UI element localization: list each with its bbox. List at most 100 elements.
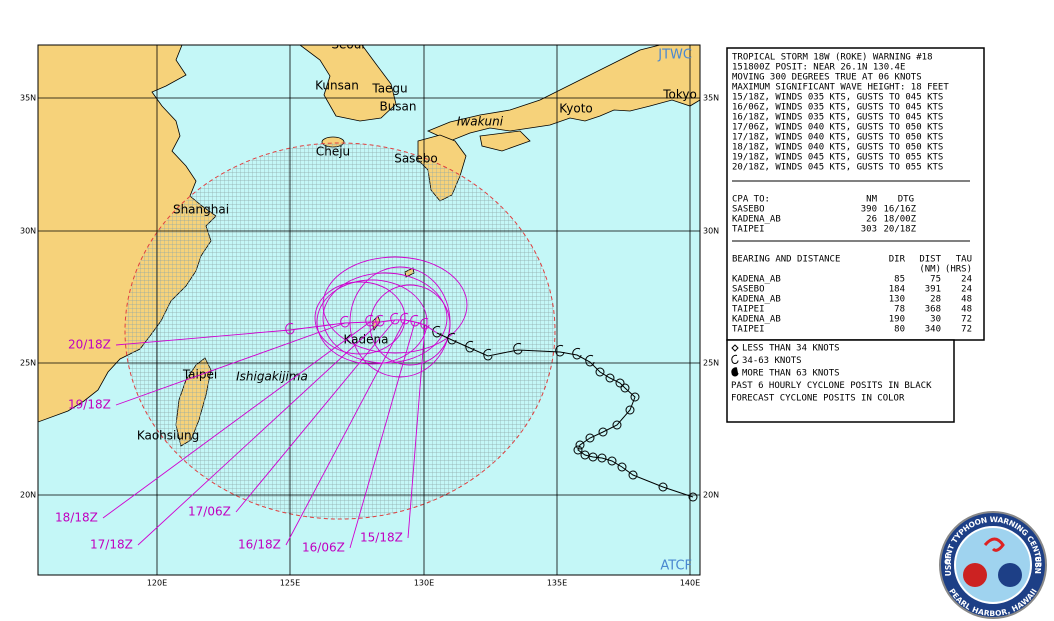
legend-text: PAST 6 HOURLY CYCLONE POSITS IN BLACK — [731, 381, 932, 391]
past-posit — [607, 456, 617, 466]
bearing-cell: 30 — [930, 315, 941, 325]
bearing-cell: 72 — [961, 325, 972, 335]
legend: LESS THAN 34 KNOTS 34-63 KNOTS MORE THAN 6… — [731, 344, 932, 404]
past-posit — [575, 440, 585, 450]
warning-line: 20/18Z, WINDS 045 KTS, GUSTS TO 055 KTS — [732, 163, 943, 173]
forecast-leader — [407, 324, 426, 539]
logo-right: USN — [1033, 556, 1042, 574]
forecast-label: 18/18Z — [55, 511, 98, 525]
past-posit — [585, 355, 595, 367]
bearing-cell: 184 — [889, 285, 905, 295]
city-label: Kadena — [344, 333, 389, 347]
bearing-header: DIR — [889, 255, 906, 265]
past-posit — [688, 492, 698, 502]
forecast-posit — [410, 315, 420, 327]
forecast-posit — [420, 318, 430, 330]
bearing-cell: 130 — [889, 295, 905, 305]
lon-label: 125E — [280, 579, 300, 588]
forecast-label: 16/06Z — [302, 541, 345, 555]
past-posit — [612, 420, 622, 430]
bearing-cell: TAIPEI — [732, 325, 765, 335]
atcf-label: ATCF — [660, 559, 692, 574]
forecast-label: 16/18Z — [238, 538, 281, 552]
bearing-cell: 391 — [925, 285, 941, 295]
warning-line: 17/18Z, WINDS 040 KTS, GUSTS TO 050 KTS — [732, 133, 943, 143]
legend-symbol — [731, 354, 739, 364]
past-posit — [572, 348, 582, 360]
forecast-leader — [349, 321, 416, 549]
lat-label: 35N — [703, 94, 719, 103]
warning-line: 15/18Z, WINDS 035 KTS, GUSTS TO 045 KTS — [732, 93, 943, 103]
legend-symbol — [731, 344, 739, 352]
cpa-header: CPA TO: — [732, 195, 770, 205]
lat-label: 25N — [20, 359, 36, 368]
city-label: Kyoto — [559, 102, 593, 116]
forecast-posit — [365, 315, 375, 327]
city-label: Seoul — [331, 38, 364, 52]
forecast-posit — [340, 316, 350, 328]
cpa-cell: 26 — [866, 215, 877, 225]
jtwc-label: JTWC — [657, 48, 692, 63]
legend-box — [726, 339, 955, 423]
warning-line: 151800Z POSIT: NEAR 26.1N 130.4E — [732, 63, 905, 73]
cpa-cell: 20/18Z — [883, 225, 916, 235]
forecast-posit — [390, 313, 400, 325]
past-posit — [447, 333, 457, 345]
cpa-cell: 303 — [861, 225, 877, 235]
lon-label: 135E — [547, 579, 567, 588]
warning-line: 16/18Z, WINDS 035 KTS, GUSTS TO 045 KTS — [732, 113, 943, 123]
wind-radius — [314, 281, 406, 355]
forecast-leader — [137, 321, 381, 546]
past-posit — [513, 343, 523, 355]
forecast-leader — [102, 321, 371, 519]
city-label: Kaohsiung — [137, 429, 199, 443]
city-label: Shanghai — [173, 203, 229, 217]
degree-labels: 35N 35N 30N 30N 25N 25N 20N 20N 120E 125E 130E 135E… — [20, 94, 719, 588]
bearing-cell: 190 — [889, 315, 905, 325]
bearing-subheader: (HRS) — [945, 265, 972, 275]
past-track — [436, 332, 694, 498]
warning-line: MAXIMUM SIGNIFICANT WAVE HEIGHT: 18 FEET — [732, 83, 949, 93]
cpa-cell: 16/16Z — [883, 205, 916, 215]
cpa-cell: TAIPEI — [732, 225, 765, 235]
past-posit — [625, 405, 635, 415]
cpa-cell: 18/00Z — [883, 215, 916, 225]
bearing-cell: KADENA_AB — [732, 295, 781, 305]
past-posit — [630, 392, 640, 402]
bearing-cell: 24 — [961, 285, 972, 295]
city-label: Sasebo — [394, 152, 438, 166]
bearing-cell: 85 — [894, 275, 905, 285]
past-posit — [580, 450, 590, 460]
bearing-cell: 48 — [961, 295, 972, 305]
past-posit — [605, 373, 615, 383]
past-posit — [585, 433, 595, 443]
forecast-label: 17/18Z — [90, 538, 133, 552]
bearing-cell: 72 — [961, 315, 972, 325]
cpa-cell: SASEBO — [732, 205, 765, 215]
bearing-cell: TAIPEI — [732, 305, 765, 315]
city-label: Busan — [379, 100, 416, 114]
past-posit — [573, 445, 583, 455]
forecast-label: 19/18Z — [68, 398, 111, 412]
bearing-cell: 75 — [930, 275, 941, 285]
legend-text: FORECAST CYCLONE POSITS IN COLOR — [731, 394, 905, 404]
city-label: Cheju — [316, 145, 350, 159]
forecast-radii — [314, 256, 468, 378]
past-posit — [432, 326, 442, 338]
warning-line: 19/18Z, WINDS 045 KTS, GUSTS TO 055 KTS — [732, 153, 943, 163]
logo-left: USAF — [944, 554, 953, 576]
past-posit — [595, 367, 605, 377]
lon-label: 140E — [680, 579, 700, 588]
warning-line: 16/06Z, WINDS 035 KTS, GUSTS TO 045 KTS — [732, 103, 943, 113]
bearing-subheader: (NM) — [919, 265, 941, 275]
honshu — [426, 45, 700, 142]
city-label: Ishigakijima — [236, 370, 308, 384]
danger-hatch — [125, 143, 555, 519]
lat-label: 35N — [20, 94, 36, 103]
bearing-cell: KADENA_AB — [732, 275, 781, 285]
logo-emblem — [998, 563, 1022, 587]
bearing-cell: 24 — [961, 275, 972, 285]
city-label: Tokyo — [662, 88, 697, 102]
past-posit — [597, 453, 607, 463]
